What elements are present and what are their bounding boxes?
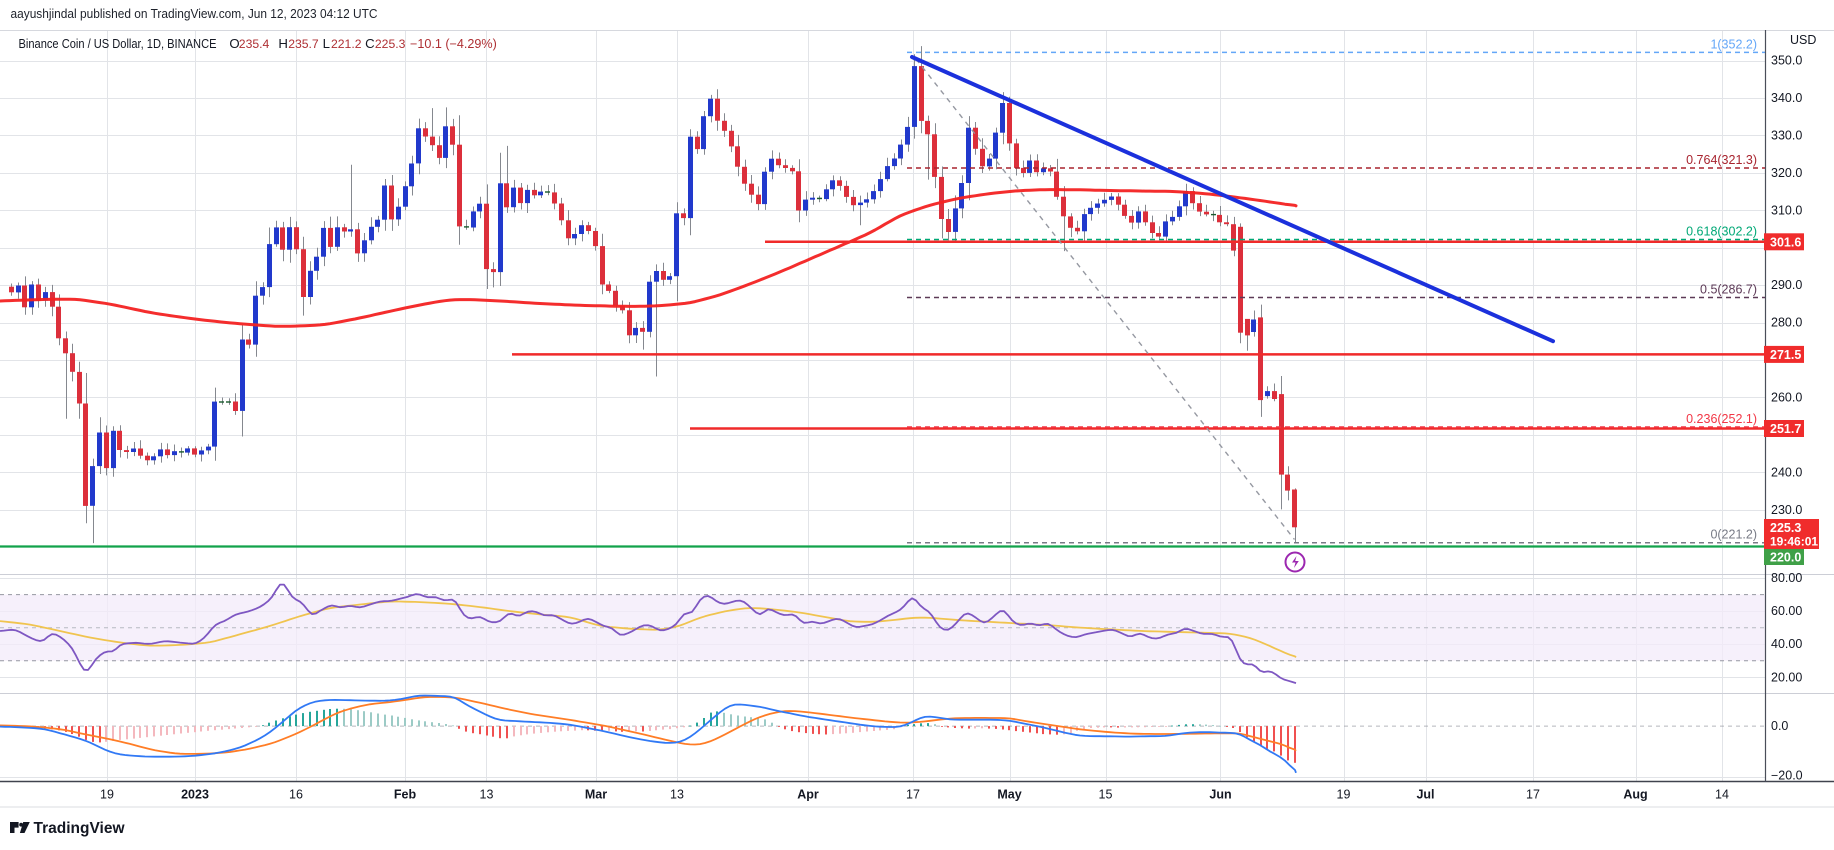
svg-text:aayushjindal published on Trad: aayushjindal published on TradingView.co… <box>11 6 378 21</box>
svg-text:310.0: 310.0 <box>1771 203 1802 217</box>
svg-text:225.3: 225.3 <box>375 37 406 51</box>
svg-text:−10.1 (−4.29%): −10.1 (−4.29%) <box>410 37 497 51</box>
svg-text:280.0: 280.0 <box>1771 316 1802 330</box>
svg-text:1(352.2): 1(352.2) <box>1710 37 1757 51</box>
svg-text:320.0: 320.0 <box>1771 166 1802 180</box>
svg-text:251.7: 251.7 <box>1770 422 1801 436</box>
svg-text:20.00: 20.00 <box>1771 670 1802 684</box>
svg-text:O: O <box>229 36 239 51</box>
svg-text:C: C <box>365 36 375 51</box>
svg-text:Feb: Feb <box>394 788 417 802</box>
svg-text:340.0: 340.0 <box>1771 91 1802 105</box>
svg-text:40.00: 40.00 <box>1771 637 1802 651</box>
svg-text:−20.0: −20.0 <box>1771 769 1803 783</box>
svg-text:17: 17 <box>1526 788 1540 802</box>
svg-text:301.6: 301.6 <box>1770 235 1801 249</box>
svg-text:May: May <box>997 788 1021 802</box>
svg-text:220.0: 220.0 <box>1770 551 1801 565</box>
svg-text:235.7: 235.7 <box>288 37 319 51</box>
svg-text:16: 16 <box>289 788 303 802</box>
svg-text:19: 19 <box>100 788 114 802</box>
svg-text:H: H <box>278 36 288 51</box>
svg-text:L: L <box>323 36 330 51</box>
svg-text:19:46:01: 19:46:01 <box>1770 535 1818 549</box>
svg-text:TradingView: TradingView <box>34 820 126 837</box>
svg-text:Aug: Aug <box>1623 788 1647 802</box>
svg-text:Jul: Jul <box>1416 788 1434 802</box>
svg-text:240.0: 240.0 <box>1771 465 1802 479</box>
svg-text:290.0: 290.0 <box>1771 278 1802 292</box>
svg-text:17: 17 <box>906 788 920 802</box>
svg-text:330.0: 330.0 <box>1771 129 1802 143</box>
svg-text:Binance Coin / US Dollar, 1D,: Binance Coin / US Dollar, 1D, BINANCE <box>19 36 217 51</box>
svg-text:14: 14 <box>1715 788 1729 802</box>
svg-text:80.00: 80.00 <box>1771 571 1802 585</box>
svg-text:Apr: Apr <box>797 788 819 802</box>
svg-text:0(221.2): 0(221.2) <box>1710 528 1757 542</box>
svg-text:230.0: 230.0 <box>1771 503 1802 517</box>
svg-text:235.4: 235.4 <box>239 37 270 51</box>
svg-text:350.0: 350.0 <box>1771 54 1802 68</box>
svg-text:225.3: 225.3 <box>1770 521 1801 535</box>
svg-text:Mar: Mar <box>585 788 607 802</box>
svg-text:0.764(321.3): 0.764(321.3) <box>1686 153 1757 167</box>
svg-text:13: 13 <box>480 788 494 802</box>
svg-text:0.236(252.1): 0.236(252.1) <box>1686 412 1757 426</box>
svg-text:2023: 2023 <box>181 788 209 802</box>
svg-text:0.5(286.7): 0.5(286.7) <box>1700 283 1757 297</box>
svg-text:Jun: Jun <box>1209 788 1231 802</box>
svg-text:0.618(302.2): 0.618(302.2) <box>1686 225 1757 239</box>
svg-text:260.0: 260.0 <box>1771 391 1802 405</box>
svg-text:USD: USD <box>1790 33 1816 47</box>
svg-text:221.2: 221.2 <box>331 37 362 51</box>
svg-text:271.5: 271.5 <box>1770 348 1801 362</box>
svg-text:13: 13 <box>670 788 684 802</box>
svg-text:15: 15 <box>1099 788 1113 802</box>
svg-text:19: 19 <box>1337 788 1351 802</box>
svg-text:0.0: 0.0 <box>1771 719 1788 733</box>
svg-text:60.00: 60.00 <box>1771 604 1802 618</box>
